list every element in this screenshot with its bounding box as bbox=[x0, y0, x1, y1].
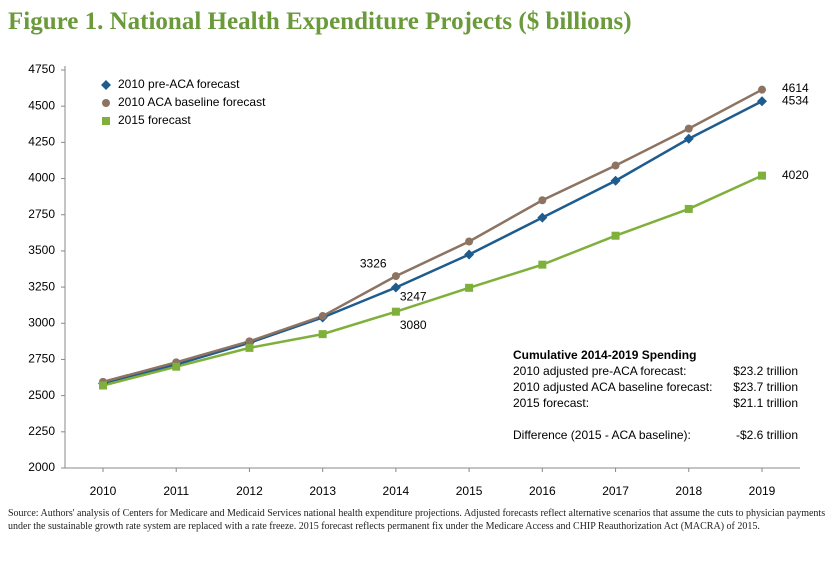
x-tick-label: 2010 bbox=[90, 484, 117, 498]
data-point bbox=[318, 330, 327, 339]
data-point bbox=[172, 362, 181, 371]
x-tick-label: 2016 bbox=[529, 484, 556, 498]
y-tick-label: 2500 bbox=[28, 388, 55, 402]
data-label: 3080 bbox=[400, 318, 427, 332]
legend-marker bbox=[102, 117, 110, 125]
y-tick-label: 3500 bbox=[28, 243, 55, 257]
data-point bbox=[758, 171, 766, 180]
data-point bbox=[758, 85, 766, 94]
box-label: 2010 adjusted ACA baseline forecast: bbox=[513, 380, 712, 394]
box-label: 2010 adjusted pre-ACA forecast: bbox=[513, 364, 686, 378]
source-note: Source: Authors' analysis of Centers for… bbox=[8, 508, 826, 532]
chart-title: Figure 1. National Health Expenditure Pr… bbox=[8, 8, 632, 35]
data-label: 4534 bbox=[782, 93, 809, 107]
data-point bbox=[684, 204, 693, 213]
data-label: 3247 bbox=[400, 290, 427, 304]
x-tick-label: 2013 bbox=[309, 484, 336, 498]
data-label: 4614 bbox=[782, 81, 809, 95]
data-point bbox=[538, 260, 547, 269]
data-label: 3326 bbox=[360, 256, 387, 270]
x-tick-label: 2015 bbox=[456, 484, 483, 498]
series-line bbox=[102, 88, 763, 384]
data-point bbox=[99, 381, 107, 390]
box-value: $21.1 trillion bbox=[733, 396, 798, 410]
y-tick-label: 3000 bbox=[28, 315, 55, 329]
data-point bbox=[391, 307, 400, 316]
y-tick-label: 4000 bbox=[28, 171, 55, 185]
data-point bbox=[611, 161, 620, 170]
data-point bbox=[245, 337, 254, 346]
legend-label: 2010 pre-ACA forecast bbox=[118, 77, 240, 91]
data-point bbox=[245, 343, 254, 352]
data-point bbox=[538, 196, 547, 205]
x-tick-label: 2014 bbox=[383, 484, 410, 498]
box-value: $23.7 trillion bbox=[733, 380, 798, 394]
data-point bbox=[464, 249, 475, 260]
y-tick-label: 4500 bbox=[28, 98, 55, 112]
legend-label: 2015 forecast bbox=[118, 113, 191, 127]
series-line bbox=[102, 174, 763, 387]
x-tick-label: 2012 bbox=[236, 484, 263, 498]
data-label: 4020 bbox=[782, 168, 809, 182]
data-point bbox=[610, 175, 621, 186]
y-tick-label: 4250 bbox=[28, 135, 55, 149]
y-tick-label: 2000 bbox=[28, 460, 55, 474]
legend-label: 2010 ACA baseline forecast bbox=[118, 95, 266, 109]
x-tick-label: 2018 bbox=[675, 484, 702, 498]
data-point bbox=[465, 283, 474, 292]
data-point bbox=[683, 133, 694, 144]
data-point bbox=[537, 212, 548, 223]
box-value: -$2.6 trillion bbox=[736, 428, 798, 442]
data-point bbox=[757, 96, 767, 107]
x-tick-label: 2017 bbox=[602, 484, 629, 498]
box-label: 2015 forecast: bbox=[513, 396, 589, 410]
chart: 2000 2250 2500 2750 3000 3250 3500 2750 4000 4250… bbox=[28, 62, 809, 498]
box-value: $23.2 trillion bbox=[733, 364, 798, 378]
data-point bbox=[318, 312, 327, 321]
box-title: Cumulative 2014-2019 Spending bbox=[513, 348, 696, 362]
legend-marker bbox=[101, 80, 111, 90]
legend-marker bbox=[102, 99, 110, 107]
data-point bbox=[684, 124, 693, 133]
data-point bbox=[465, 237, 474, 246]
y-tick-label: 2250 bbox=[28, 424, 55, 438]
y-tick-label: 3250 bbox=[28, 279, 55, 293]
y-tick-label: 2750 bbox=[28, 207, 55, 221]
data-point bbox=[390, 282, 401, 293]
box-label: Difference (2015 - ACA baseline): bbox=[513, 428, 691, 442]
data-point bbox=[391, 272, 400, 281]
x-tick-label: 2011 bbox=[163, 484, 189, 498]
y-tick-label: 4750 bbox=[28, 62, 55, 76]
data-point bbox=[611, 231, 620, 240]
y-tick-label: 2750 bbox=[28, 352, 55, 366]
x-tick-label: 2019 bbox=[749, 484, 776, 498]
series-line bbox=[102, 100, 763, 385]
